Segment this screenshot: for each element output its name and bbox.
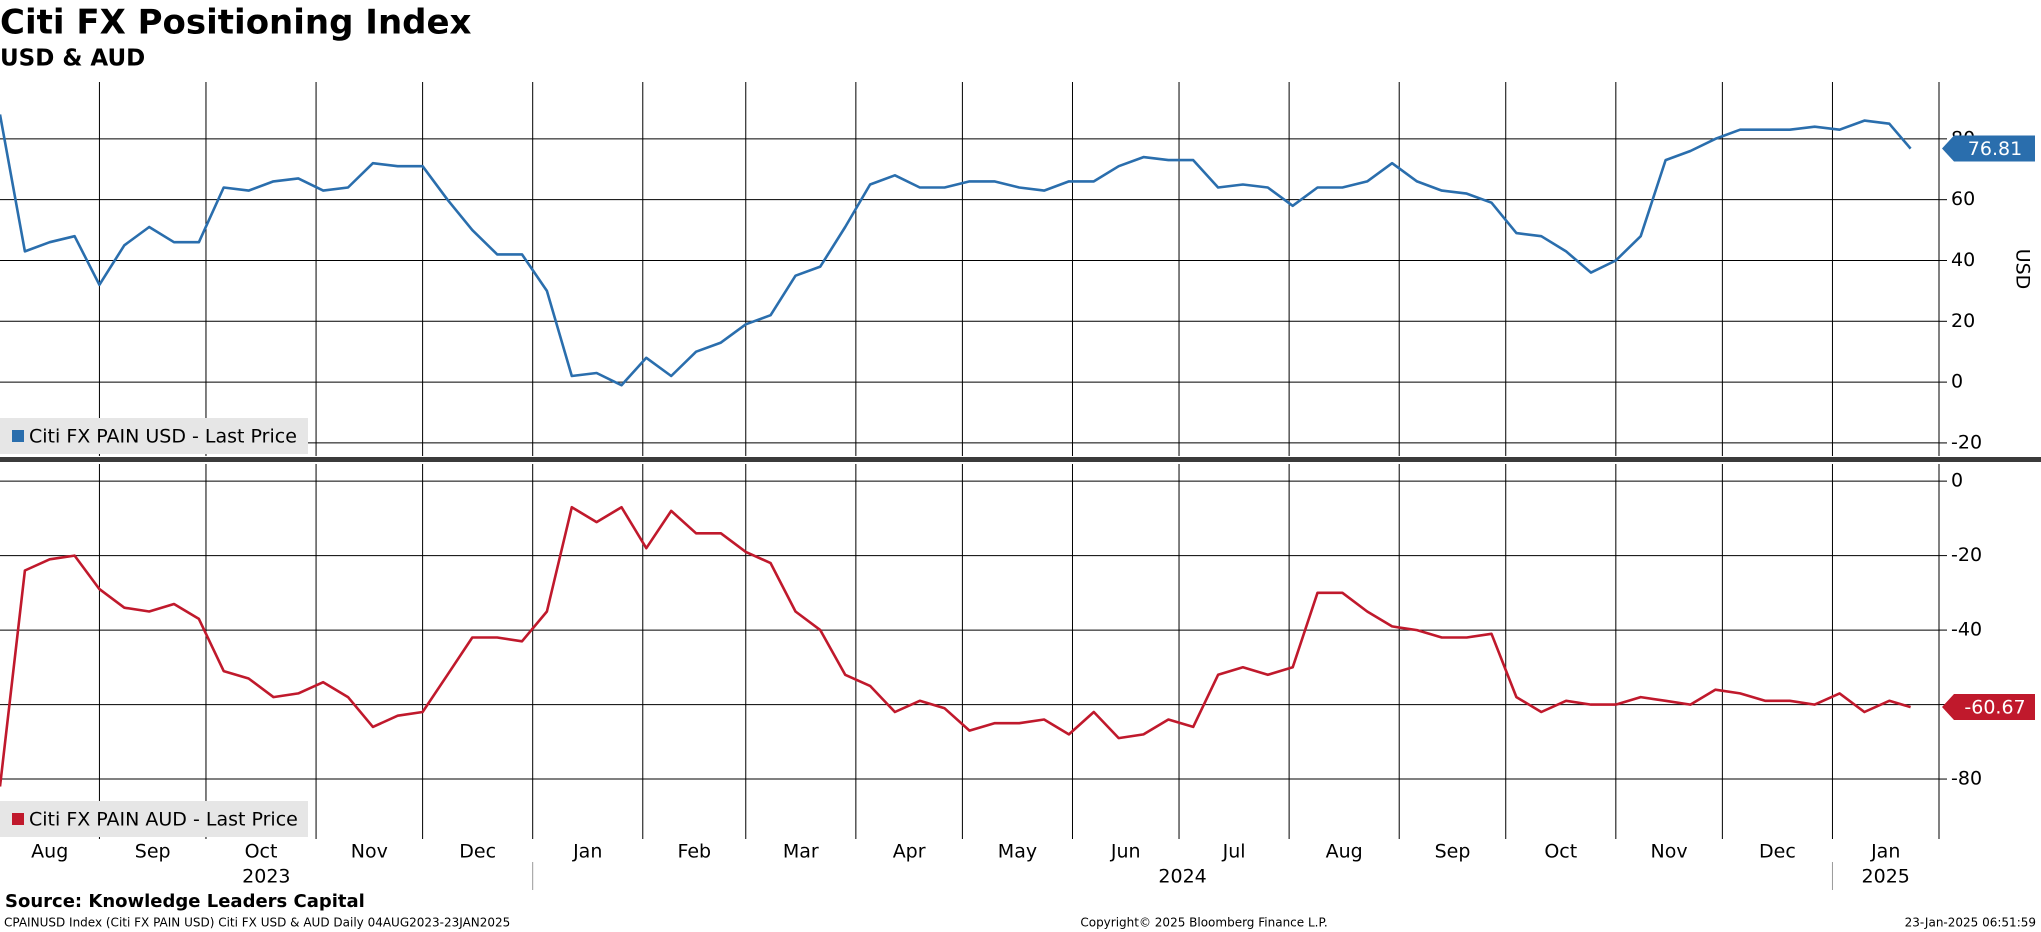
- x-tick-label: Oct: [245, 841, 278, 863]
- chart-subtitle: USD & AUD: [0, 46, 145, 72]
- y-tick-label: 20: [1951, 310, 1975, 332]
- y-tick-label: 40: [1951, 249, 1975, 271]
- x-tick-label: Sep: [1435, 841, 1471, 863]
- legend-swatch: [12, 813, 24, 825]
- last-value-label: -60.67: [1964, 697, 2025, 719]
- data-line: [0, 114, 1912, 387]
- x-tick-label: Jun: [1110, 841, 1141, 863]
- x-tick-label: Jul: [1222, 841, 1246, 863]
- x-tick-label: Sep: [135, 841, 171, 863]
- timestamp: 23-Jan-2025 06:51:59: [1905, 916, 2036, 930]
- y-tick-label: -20: [1951, 544, 1982, 566]
- y-tick-label: 0: [1951, 371, 1963, 393]
- legend-label: Citi FX PAIN AUD - Last Price: [29, 809, 298, 831]
- data-line: [0, 505, 1911, 787]
- y-tick-label: -20: [1951, 431, 1982, 453]
- copyright: Copyright© 2025 Bloomberg Finance L.P.: [1080, 916, 1327, 930]
- chart-title: Citi FX Positioning Index: [0, 3, 472, 43]
- last-value-label: 76.81: [1968, 138, 2022, 160]
- x-tick-label: Aug: [31, 841, 68, 863]
- x-tick-label: Jan: [572, 841, 602, 863]
- x-tick-label: Apr: [893, 841, 926, 863]
- x-tick-label: May: [998, 841, 1037, 863]
- last-value-badge: [1942, 135, 2035, 162]
- footer-info: CPAINUSD Index (Citi FX PAIN USD) Citi F…: [4, 916, 510, 930]
- legend-box: [0, 418, 308, 454]
- year-label: 2024: [1158, 866, 1206, 888]
- x-tick-label: Feb: [677, 841, 711, 863]
- year-label: 2023: [242, 866, 290, 888]
- y-tick-label: -80: [1951, 768, 1982, 790]
- y-tick-label: -40: [1951, 619, 1982, 641]
- x-tick-label: Dec: [1759, 841, 1796, 863]
- year-label: 2025: [1862, 866, 1910, 888]
- x-tick-label: Dec: [459, 841, 496, 863]
- legend-swatch: [12, 430, 24, 442]
- x-tick-label: Nov: [351, 841, 388, 863]
- legend: Citi FX PAIN AUD - Last Price: [0, 801, 308, 837]
- x-tick-label: Jan: [1870, 841, 1900, 863]
- legend: Citi FX PAIN USD - Last Price: [0, 418, 308, 454]
- y-axis-label: USD: [2012, 249, 2034, 290]
- source: Source: Knowledge Leaders Capital: [5, 891, 365, 912]
- legend-box: [0, 801, 308, 837]
- last-value-badge: [1942, 694, 2035, 721]
- x-tick-label: Oct: [1544, 841, 1577, 863]
- x-tick-label: Nov: [1651, 841, 1688, 863]
- y-tick-label: 60: [1951, 188, 1975, 210]
- x-tick-label: Mar: [783, 841, 819, 863]
- legend-label: Citi FX PAIN USD - Last Price: [29, 426, 297, 448]
- x-tick-label: Aug: [1326, 841, 1363, 863]
- y-tick-label: 0: [1951, 470, 1963, 492]
- panel-separator: [0, 457, 2041, 462]
